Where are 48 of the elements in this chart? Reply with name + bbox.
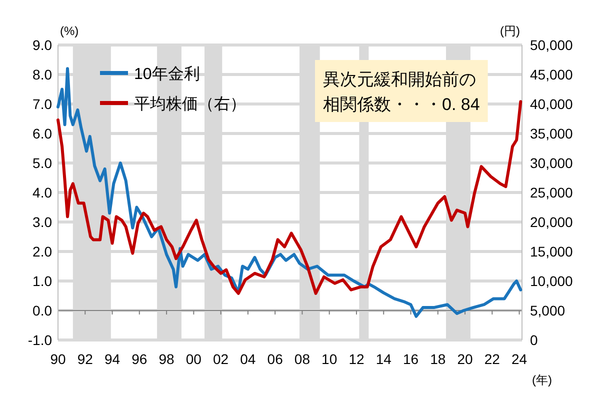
y2-tick-label: 50,000 — [530, 37, 574, 53]
y2-tick-label: 40,000 — [530, 96, 574, 112]
x-tick-label: 90 — [50, 351, 66, 367]
x-tick-label: 10 — [322, 351, 338, 367]
y2-tick-label: 10,000 — [530, 273, 574, 289]
y2-tick-label: 20,000 — [530, 214, 574, 230]
y2-tick-label: 30,000 — [530, 155, 574, 171]
x-tick-label: 08 — [294, 351, 310, 367]
x-tick-label: 18 — [430, 351, 446, 367]
y2-tick-label: 0 — [530, 332, 538, 348]
x-tick-label: 16 — [402, 351, 419, 367]
x-axis-title: (年) — [532, 373, 552, 387]
y-tick-label: 6.0 — [32, 126, 52, 142]
legend-label: 10年金利 — [134, 65, 200, 83]
y-tick-label: 2.0 — [32, 244, 52, 260]
y-tick-label: 0.0 — [32, 302, 52, 318]
x-tick-label: 02 — [213, 351, 229, 367]
y-tick-label: -1.0 — [28, 332, 52, 348]
x-tick-label: 04 — [240, 351, 256, 367]
y-tick-label: 7.0 — [32, 96, 52, 112]
y-tick-label: 4.0 — [32, 184, 52, 200]
y2-tick-label: 5,000 — [530, 302, 566, 318]
legend-label: 平均株価（右） — [134, 95, 246, 113]
x-tick-label: 96 — [132, 351, 148, 367]
y2-tick-label: 15,000 — [530, 244, 574, 260]
y-tick-label: 8.0 — [32, 66, 52, 82]
y-tick-label: 1.0 — [32, 273, 52, 289]
y2-axis-title: (円) — [500, 24, 520, 38]
annotation: 相関係数・・・0. 84 — [323, 95, 480, 114]
x-tick-label: 20 — [457, 351, 474, 367]
y-tick-label: 3.0 — [32, 214, 52, 230]
y2-tick-label: 45,000 — [530, 66, 574, 82]
annotation: 異次元緩和開始前の — [323, 70, 476, 89]
y2-tick-label: 25,000 — [530, 184, 574, 200]
x-tick-label: 14 — [376, 351, 392, 367]
y-tick-label: 5.0 — [32, 155, 52, 171]
x-tick-label: 06 — [267, 351, 284, 367]
line-series — [56, 67, 522, 318]
x-tick-label: 22 — [484, 351, 500, 367]
x-tick-label: 24 — [511, 351, 528, 367]
x-tick-label: 98 — [158, 351, 175, 367]
x-tick-label: 12 — [348, 351, 364, 367]
x-tick-label: 92 — [77, 351, 94, 367]
x-tick-label: 94 — [104, 351, 120, 367]
y2-tick-label: 35,000 — [530, 126, 574, 142]
y-tick-label: 9.0 — [32, 37, 52, 53]
x-tick-label: 00 — [186, 351, 202, 367]
y-axis-title: (%) — [60, 24, 79, 38]
